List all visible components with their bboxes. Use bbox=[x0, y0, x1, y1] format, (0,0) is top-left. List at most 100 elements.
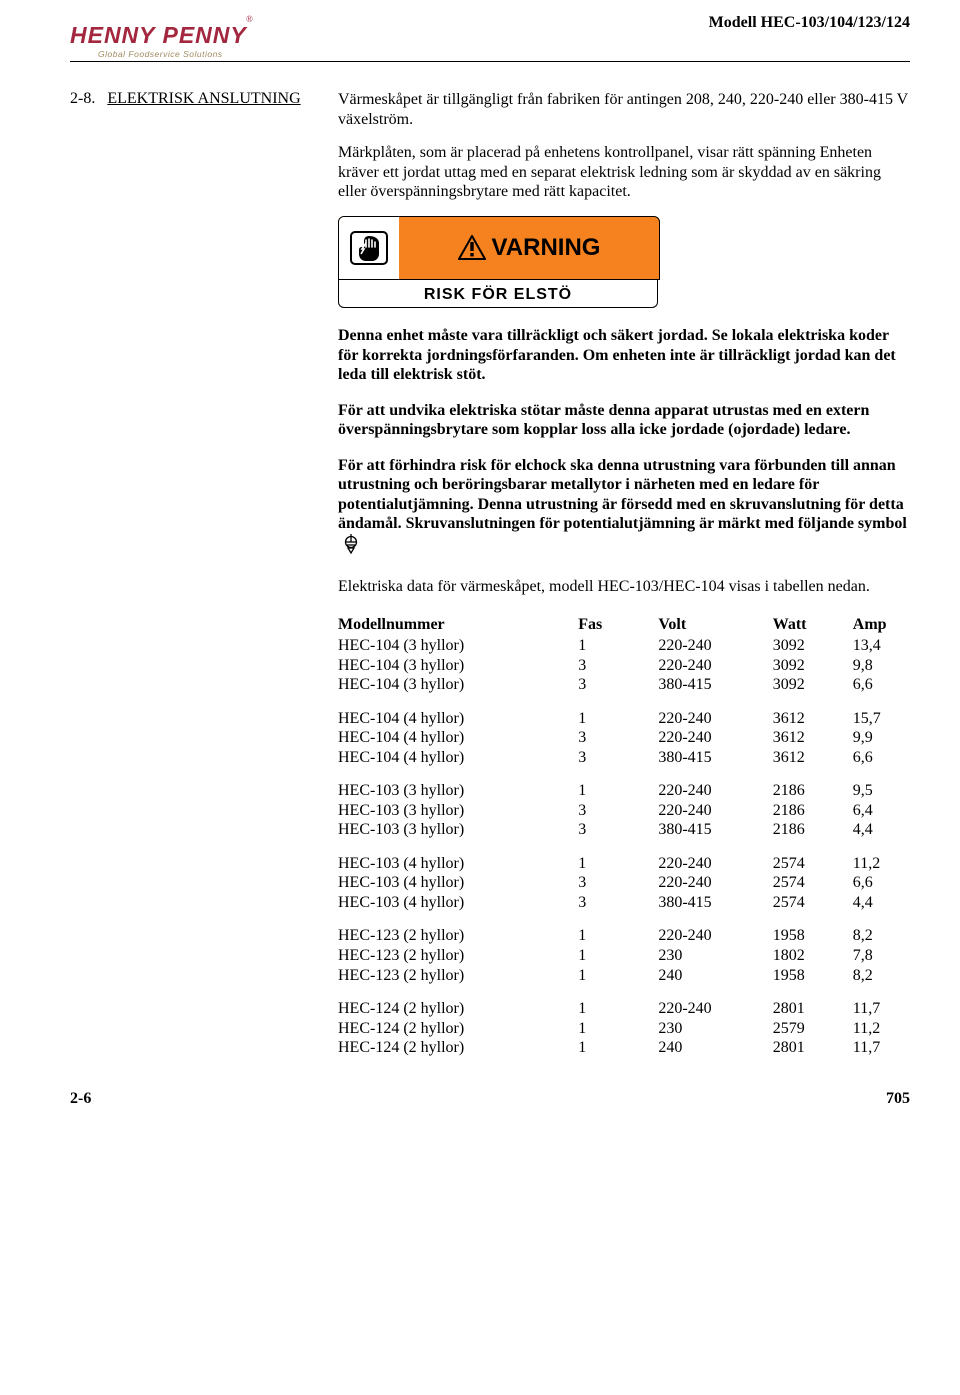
table-cell: 1 bbox=[578, 840, 658, 874]
table-cell: 230 bbox=[658, 946, 772, 966]
logo-sub-text: Global Foodservice Solutions bbox=[98, 49, 223, 59]
table-cell: HEC-104 (4 hyllor) bbox=[338, 695, 578, 729]
table-cell: 3 bbox=[578, 656, 658, 676]
table-cell: 3612 bbox=[773, 695, 853, 729]
table-cell: 1958 bbox=[773, 966, 853, 986]
table-cell: 11,2 bbox=[853, 1019, 910, 1039]
logo-registered: ® bbox=[246, 14, 253, 24]
table-row: HEC-103 (3 hyllor)3220-24021866,4 bbox=[338, 801, 910, 821]
table-row: HEC-104 (4 hyllor)1220-240361215,7 bbox=[338, 695, 910, 729]
section-title: 2-8. ELEKTRISK ANSLUTNING bbox=[70, 90, 310, 108]
table-cell: 1 bbox=[578, 946, 658, 966]
right-column: Värmeskåpet är tillgängligt från fabrike… bbox=[338, 90, 910, 1058]
header-divider bbox=[70, 61, 910, 62]
table-cell: HEC-104 (3 hyllor) bbox=[338, 636, 578, 656]
table-cell: 220-240 bbox=[658, 728, 772, 748]
table-cell: HEC-103 (4 hyllor) bbox=[338, 873, 578, 893]
th-fas: Fas bbox=[578, 615, 658, 637]
table-cell: 11,2 bbox=[853, 840, 910, 874]
table-cell: HEC-103 (4 hyllor) bbox=[338, 893, 578, 913]
warning-subtitle: RISK FÖR ELSTÖ bbox=[338, 280, 658, 309]
table-cell: 1 bbox=[578, 636, 658, 656]
section-number: 2-8. bbox=[70, 90, 95, 107]
logo-main-text: HENNY PENNY bbox=[70, 24, 247, 47]
shock-hand-icon bbox=[339, 217, 399, 279]
table-cell: 380-415 bbox=[658, 675, 772, 695]
table-intro: Elektriska data för värmeskåpet, modell … bbox=[338, 577, 910, 597]
table-cell: 3 bbox=[578, 873, 658, 893]
table-cell: 2801 bbox=[773, 1038, 853, 1058]
warning-label-cell: VARNING bbox=[399, 217, 659, 279]
table-row: HEC-103 (4 hyllor)3380-41525744,4 bbox=[338, 893, 910, 913]
table-cell: 4,4 bbox=[853, 893, 910, 913]
electrical-data-table: Modellnummer Fas Volt Watt Amp HEC-104 (… bbox=[338, 615, 910, 1058]
bold-paragraph-2: För att undvika elektriska stötar måste … bbox=[338, 401, 910, 440]
table-cell: 9,8 bbox=[853, 656, 910, 676]
bold-paragraph-3-text: För att förhindra risk för elchock ska d… bbox=[338, 457, 907, 533]
warning-triangle-icon bbox=[458, 235, 486, 261]
table-row: HEC-104 (3 hyllor)1220-240309213,4 bbox=[338, 636, 910, 656]
table-cell: 8,2 bbox=[853, 966, 910, 986]
table-cell: 1 bbox=[578, 1019, 658, 1039]
table-cell: HEC-123 (2 hyllor) bbox=[338, 946, 578, 966]
table-cell: HEC-124 (2 hyllor) bbox=[338, 1019, 578, 1039]
table-cell: HEC-104 (3 hyllor) bbox=[338, 675, 578, 695]
table-cell: 6,4 bbox=[853, 801, 910, 821]
page: ® HENNY PENNY Global Foodservice Solutio… bbox=[0, 0, 960, 1138]
table-cell: 3 bbox=[578, 820, 658, 840]
table-cell: 2186 bbox=[773, 801, 853, 821]
table-cell: 1 bbox=[578, 1038, 658, 1058]
table-cell: 2801 bbox=[773, 985, 853, 1019]
equipotential-icon bbox=[342, 534, 360, 562]
paragraph-1: Värmeskåpet är tillgängligt från fabrike… bbox=[338, 90, 910, 129]
paragraph-2: Märkplåten, som är placerad på enhetens … bbox=[338, 143, 910, 202]
table-cell: 1 bbox=[578, 695, 658, 729]
content-row: 2-8. ELEKTRISK ANSLUTNING Värmeskåpet är… bbox=[70, 90, 910, 1058]
table-cell: HEC-103 (3 hyllor) bbox=[338, 801, 578, 821]
table-cell: 2579 bbox=[773, 1019, 853, 1039]
section-name: ELEKTRISK ANSLUTNING bbox=[107, 90, 300, 107]
table-cell: 9,5 bbox=[853, 767, 910, 801]
th-watt: Watt bbox=[773, 615, 853, 637]
table-row: HEC-104 (3 hyllor)3380-41530926,6 bbox=[338, 675, 910, 695]
table-cell: 3 bbox=[578, 893, 658, 913]
warning-top: VARNING bbox=[338, 216, 660, 280]
table-row: HEC-124 (2 hyllor)1220-240280111,7 bbox=[338, 985, 910, 1019]
table-cell: 2574 bbox=[773, 873, 853, 893]
table-cell: 13,4 bbox=[853, 636, 910, 656]
table-row: HEC-123 (2 hyllor)1220-24019588,2 bbox=[338, 912, 910, 946]
table-row: HEC-123 (2 hyllor)123018027,8 bbox=[338, 946, 910, 966]
table-cell: 220-240 bbox=[658, 767, 772, 801]
table-cell: 3 bbox=[578, 728, 658, 748]
table-cell: 220-240 bbox=[658, 636, 772, 656]
table-cell: 380-415 bbox=[658, 748, 772, 768]
th-amp: Amp bbox=[853, 615, 910, 637]
table-cell: 3092 bbox=[773, 656, 853, 676]
table-cell: 1 bbox=[578, 966, 658, 986]
table-row: HEC-104 (4 hyllor)3380-41536126,6 bbox=[338, 748, 910, 768]
table-cell: 240 bbox=[658, 966, 772, 986]
table-cell: 6,6 bbox=[853, 873, 910, 893]
th-volt: Volt bbox=[658, 615, 772, 637]
table-row: HEC-104 (4 hyllor)3220-24036129,9 bbox=[338, 728, 910, 748]
table-cell: 220-240 bbox=[658, 840, 772, 874]
table-cell: 11,7 bbox=[853, 1038, 910, 1058]
table-cell: 3 bbox=[578, 748, 658, 768]
table-cell: 1 bbox=[578, 912, 658, 946]
table-cell: 2574 bbox=[773, 893, 853, 913]
table-row: HEC-124 (2 hyllor)1240280111,7 bbox=[338, 1038, 910, 1058]
table-body: HEC-104 (3 hyllor)1220-240309213,4HEC-10… bbox=[338, 636, 910, 1057]
table-row: HEC-103 (3 hyllor)1220-24021869,5 bbox=[338, 767, 910, 801]
table-cell: HEC-104 (4 hyllor) bbox=[338, 748, 578, 768]
table-cell: 3 bbox=[578, 675, 658, 695]
table-cell: HEC-104 (3 hyllor) bbox=[338, 656, 578, 676]
table-row: HEC-104 (3 hyllor)3220-24030929,8 bbox=[338, 656, 910, 676]
table-cell: 2186 bbox=[773, 767, 853, 801]
table-cell: 6,6 bbox=[853, 675, 910, 695]
table-cell: 3092 bbox=[773, 636, 853, 656]
table-cell: HEC-124 (2 hyllor) bbox=[338, 985, 578, 1019]
table-cell: 2186 bbox=[773, 820, 853, 840]
footer-row: 2-6 705 bbox=[70, 1090, 910, 1108]
table-cell: 1 bbox=[578, 985, 658, 1019]
table-cell: 220-240 bbox=[658, 656, 772, 676]
